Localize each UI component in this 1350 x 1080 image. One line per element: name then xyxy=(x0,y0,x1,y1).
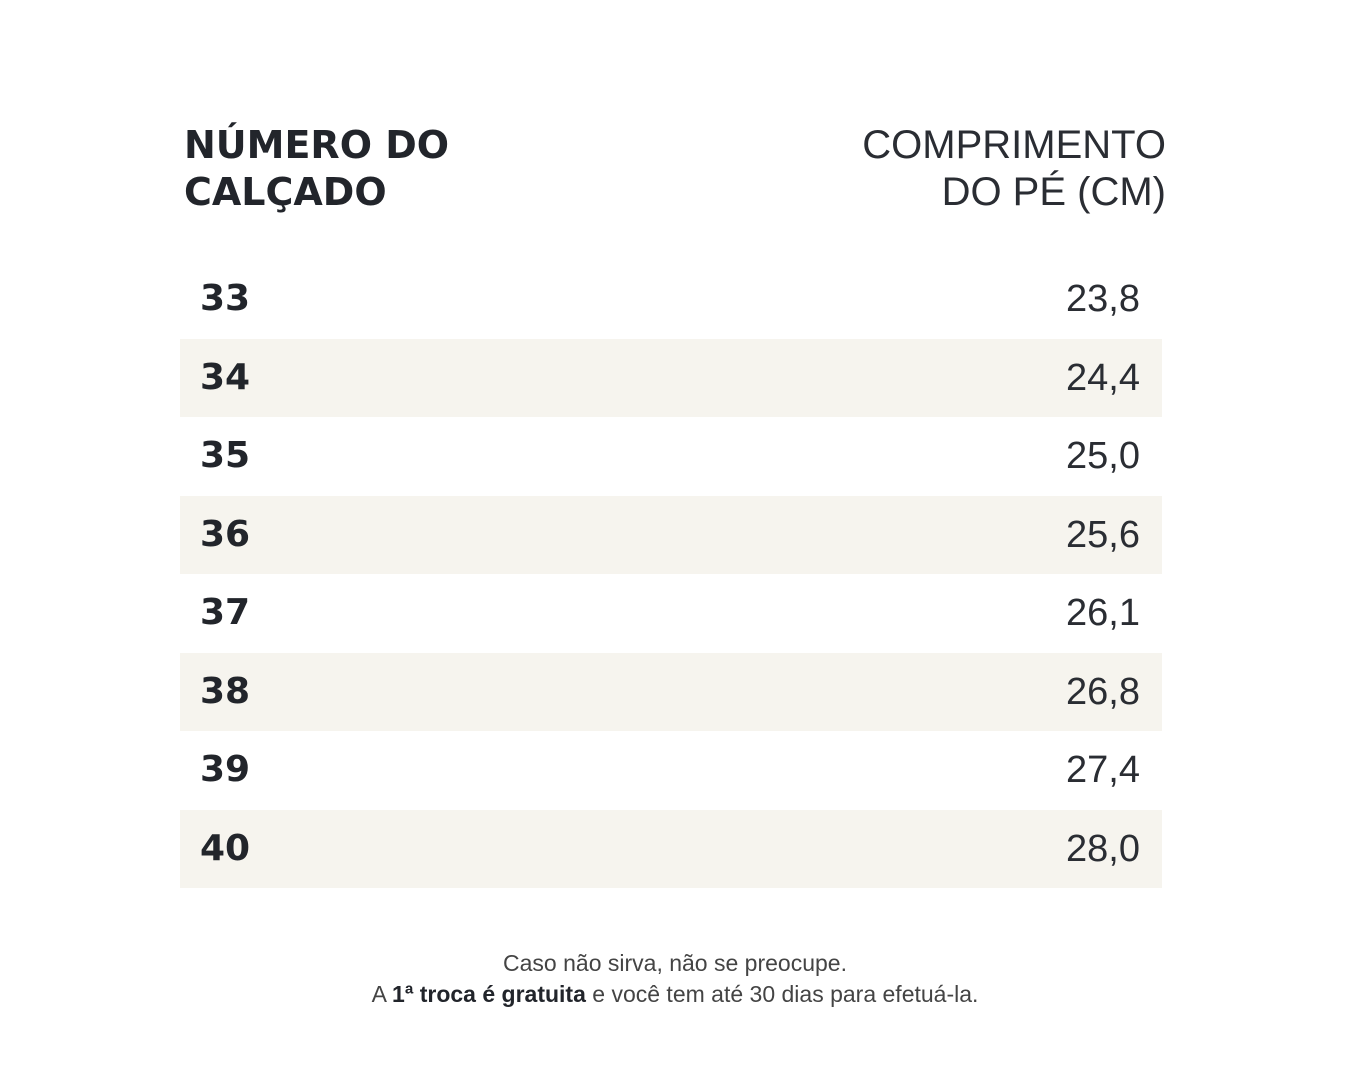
footer-bold: 1ª troca é gratuita xyxy=(392,981,586,1007)
footer-line: Caso não sirva, não se preocupe. xyxy=(503,950,847,976)
shoe-size: 35 xyxy=(200,435,251,476)
footer-text: e você tem até 30 dias para efetuá-la. xyxy=(592,981,979,1007)
foot-length: 24,4 xyxy=(1066,356,1140,399)
table-row: 37 26,1 xyxy=(180,574,1162,653)
table-row: 34 24,4 xyxy=(180,338,1162,417)
foot-length: 23,8 xyxy=(1066,278,1140,320)
header-line: COMPRIMENTO xyxy=(862,123,1166,167)
header-line: NÚMERO DO xyxy=(184,123,450,167)
foot-length: 26,1 xyxy=(1066,592,1140,634)
foot-length: 25,0 xyxy=(1066,435,1140,477)
table-row: 40 28,0 xyxy=(180,809,1162,888)
footer-line: A 1ª troca é gratuita e você tem até 30 … xyxy=(0,981,1350,1008)
table-row: 36 25,6 xyxy=(180,495,1162,574)
shoe-size: 34 xyxy=(200,356,251,398)
foot-length: 25,6 xyxy=(1066,513,1140,556)
foot-length: 27,4 xyxy=(1066,749,1140,791)
footer-text: A xyxy=(371,981,386,1007)
foot-length: 26,8 xyxy=(1066,670,1140,713)
header-line: CALÇADO xyxy=(184,170,387,214)
shoe-size: 36 xyxy=(200,513,251,555)
header-length: COMPRIMENTO DO PÉ (CM) xyxy=(862,122,1166,216)
shoe-size: 39 xyxy=(200,749,251,790)
size-table: 33 23,8 34 24,4 35 25,0 36 25,6 37 26,1 38 26,8 39 27… xyxy=(180,260,1162,888)
table-row: 33 23,8 xyxy=(180,260,1162,339)
shoe-size: 38 xyxy=(200,670,251,712)
table-row: 38 26,8 xyxy=(180,652,1162,731)
foot-length: 28,0 xyxy=(1066,827,1140,870)
header-size: NÚMERO DO CALÇADO xyxy=(184,122,449,216)
table-row: 39 27,4 xyxy=(180,731,1162,810)
shoe-size: 40 xyxy=(200,827,251,869)
shoe-size: 33 xyxy=(200,278,251,319)
shoe-size: 37 xyxy=(200,592,251,633)
header-line: DO PÉ (CM) xyxy=(941,170,1166,214)
table-row: 35 25,0 xyxy=(180,417,1162,496)
